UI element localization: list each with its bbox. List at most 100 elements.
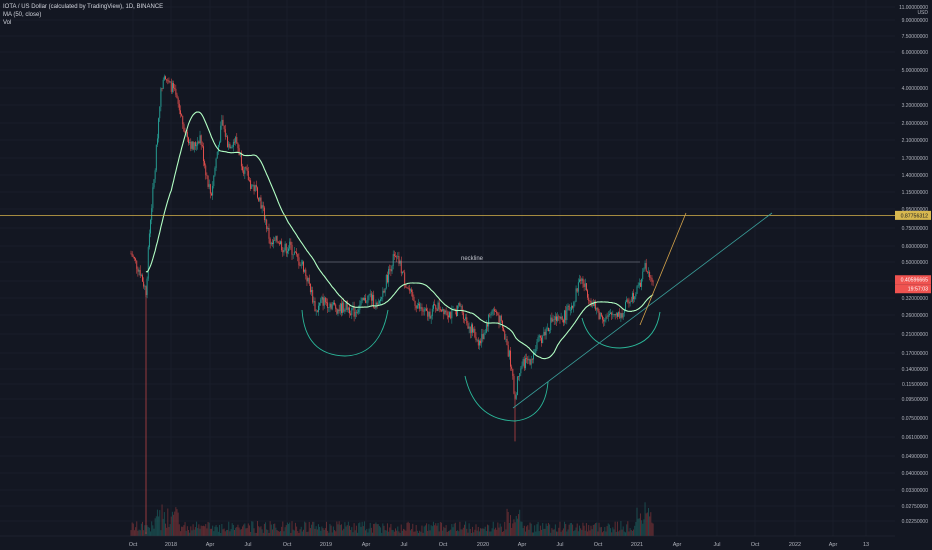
time-tick-label: Oct: [129, 542, 138, 548]
candle-body: [329, 303, 331, 308]
volume-bar: [412, 523, 414, 536]
time-tick-label: Oct: [283, 542, 292, 548]
candle-body: [525, 358, 526, 369]
symbol-title[interactable]: IOTA / US Dollar (calculated by TradingV…: [3, 4, 164, 10]
volume-bar: [331, 532, 333, 536]
candle-body: [335, 304, 337, 309]
volume-bar: [587, 531, 589, 536]
candle-body: [327, 302, 329, 309]
candle-body: [634, 296, 636, 300]
volume-bar: [468, 523, 470, 536]
candle-body: [212, 186, 214, 196]
candle-body: [138, 270, 140, 272]
volume-bar: [307, 531, 309, 536]
candle-body: [391, 266, 393, 272]
candle-body: [633, 293, 634, 300]
volume-bar: [330, 525, 332, 536]
volume-bar: [423, 526, 425, 536]
candle-body: [507, 345, 509, 357]
price-tick-label: 0.17000000: [902, 351, 929, 357]
candle-body: [382, 290, 384, 298]
volume-bar: [133, 530, 135, 536]
volume-bar: [588, 525, 590, 536]
candle-body: [539, 335, 541, 338]
candle-body: [300, 264, 302, 266]
candle-body: [173, 83, 174, 89]
candle-body: [311, 289, 312, 293]
candle-body: [349, 307, 350, 314]
candle-body: [242, 166, 243, 171]
volume-bar: [223, 528, 225, 536]
candle-body: [442, 308, 444, 312]
candle-body: [252, 185, 254, 186]
candle-body: [200, 135, 202, 146]
candle-body: [404, 272, 406, 285]
candle-body: [516, 376, 518, 396]
badge-bg: [895, 284, 931, 294]
candle-body: [240, 152, 242, 167]
volume-bar: [443, 526, 445, 536]
volume-bar: [605, 531, 607, 536]
candle-body: [606, 316, 608, 318]
candle-body: [641, 279, 643, 287]
volume-bar: [636, 507, 638, 536]
candle-body: [611, 312, 613, 315]
candle-body: [357, 312, 358, 313]
candle-body: [558, 316, 560, 318]
candle-body: [396, 256, 398, 258]
candle-body: [403, 271, 404, 273]
candle-body: [376, 302, 378, 305]
volume-bar: [167, 508, 169, 536]
volume-bar: [428, 524, 430, 536]
candle-body: [290, 241, 292, 245]
candle-body: [318, 305, 319, 312]
time-axis[interactable]: Oct 2018 Apr Jul Oct 2019 Apr Jul Oct 2020 Apr Jul O…: [0, 535, 895, 548]
candle-body: [438, 302, 440, 310]
price-axis[interactable]: 11.00000000 9.00000000 7.50000000 6.0000000…: [895, 0, 932, 550]
candle-body: [380, 299, 381, 302]
candlesticks[interactable]: [130, 74, 654, 534]
candle-body: [483, 333, 485, 340]
price-tick-label: 0.32000000: [902, 296, 929, 302]
volume-bar: [569, 523, 571, 536]
price-tick-label: 0.04900000: [902, 454, 929, 460]
candle-body: [214, 167, 216, 176]
price-tick-label: 0.60000000: [902, 244, 929, 250]
volume-bar: [427, 530, 429, 536]
ma-indicator-label[interactable]: MA (50, close): [3, 12, 42, 18]
candle-body: [441, 310, 442, 312]
candle-body: [600, 312, 602, 317]
volume-bar: [606, 526, 608, 536]
volume-bar: [460, 529, 462, 536]
volume-bar: [283, 531, 285, 536]
volume-bar: [546, 525, 548, 536]
candle-body: [140, 275, 142, 276]
candle-body: [207, 175, 209, 187]
candle-body: [167, 80, 169, 82]
candle-body: [246, 168, 248, 172]
volume-indicator-label[interactable]: Vol: [3, 20, 12, 26]
volume-bar: [176, 509, 178, 536]
candle-body: [370, 293, 372, 301]
candle-body: [373, 294, 375, 308]
candle-body: [150, 219, 151, 234]
volume-bar: [235, 527, 237, 536]
volume-bar: [558, 527, 560, 536]
candle-body: [580, 279, 582, 281]
volume-bar: [584, 530, 586, 536]
volume-bar: [593, 524, 595, 536]
price-tick-label: 0.11500000: [902, 382, 928, 388]
time-tick-label: 2018: [165, 542, 177, 548]
candle-body: [480, 340, 482, 344]
candle-body: [282, 250, 284, 253]
volume-bar: [374, 523, 376, 536]
candle-body: [451, 310, 453, 319]
candle-body: [328, 307, 330, 309]
volume-bar: [579, 525, 580, 536]
volume-bar: [429, 530, 431, 536]
candle-body: [526, 358, 528, 359]
volume-bar: [467, 532, 469, 536]
candle-body: [320, 299, 322, 303]
